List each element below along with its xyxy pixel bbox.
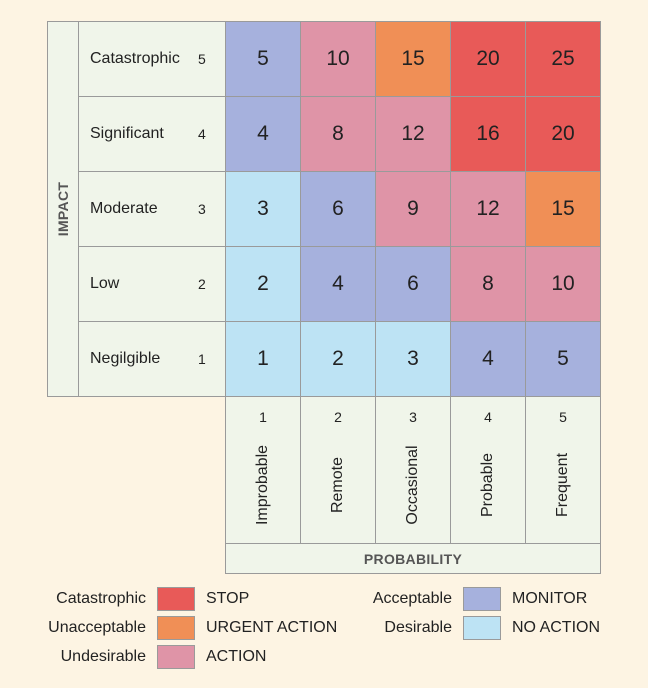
impact-row-label: Significant 4 bbox=[78, 96, 226, 172]
legend-item-catastrophic: Catastrophic STOP bbox=[6, 586, 249, 612]
impact-row-label: Catastrophic 5 bbox=[78, 21, 226, 97]
probability-level-name: Occasional bbox=[404, 445, 421, 525]
risk-cell: 9 bbox=[375, 171, 451, 247]
impact-axis-title-box: IMPACT bbox=[47, 21, 79, 397]
impact-level-name: Moderate bbox=[90, 200, 158, 217]
impact-axis-title: IMPACT bbox=[55, 181, 71, 237]
risk-cell: 6 bbox=[300, 171, 376, 247]
legend-swatch bbox=[463, 587, 501, 611]
risk-cell: 4 bbox=[225, 96, 301, 172]
legend-swatch bbox=[157, 616, 195, 640]
probability-level-value: 4 bbox=[484, 409, 492, 425]
legend-action: ACTION bbox=[206, 648, 267, 665]
legend-swatch bbox=[463, 616, 501, 640]
probability-level-name: Improbable bbox=[254, 444, 271, 526]
probability-column-header: 2 Remote bbox=[300, 396, 376, 544]
legend-action: URGENT ACTION bbox=[206, 619, 338, 636]
risk-cell: 3 bbox=[225, 171, 301, 247]
probability-level-value: 1 bbox=[259, 409, 267, 425]
legend-label: Acceptable bbox=[372, 590, 452, 607]
impact-level-value: 2 bbox=[198, 276, 206, 292]
risk-cell: 20 bbox=[450, 21, 526, 97]
risk-cell: 20 bbox=[525, 96, 601, 172]
risk-cell: 16 bbox=[450, 96, 526, 172]
impact-level-name: Catastrophic bbox=[90, 50, 180, 67]
impact-level-value: 4 bbox=[198, 126, 206, 142]
legend-action: MONITOR bbox=[512, 590, 588, 607]
risk-cell: 8 bbox=[300, 96, 376, 172]
probability-column-header: 5 Frequent bbox=[525, 396, 601, 544]
risk-cell: 10 bbox=[525, 246, 601, 322]
risk-cell: 12 bbox=[450, 171, 526, 247]
legend-label: Undesirable bbox=[60, 648, 146, 665]
impact-level-name: Low bbox=[90, 275, 120, 292]
probability-level-value: 5 bbox=[559, 409, 567, 425]
impact-level-name: Negilgible bbox=[90, 350, 161, 367]
impact-level-value: 5 bbox=[198, 51, 206, 67]
probability-column-header: 1 Improbable bbox=[225, 396, 301, 544]
legend-item-unacceptable: Unacceptable URGENT ACTION bbox=[6, 615, 337, 641]
probability-column-header: 4 Probable bbox=[450, 396, 526, 544]
probability-column-header: 3 Occasional bbox=[375, 396, 451, 544]
legend-swatch bbox=[157, 587, 195, 611]
probability-level-name: Frequent bbox=[554, 452, 571, 518]
legend-swatch bbox=[157, 645, 195, 669]
risk-cell: 3 bbox=[375, 321, 451, 397]
risk-cell: 5 bbox=[225, 21, 301, 97]
risk-cell: 1 bbox=[225, 321, 301, 397]
impact-level-value: 3 bbox=[198, 201, 206, 217]
probability-level-name: Remote bbox=[329, 456, 346, 514]
impact-row-label: Moderate 3 bbox=[78, 171, 226, 247]
impact-level-value: 1 bbox=[198, 351, 206, 367]
risk-cell: 15 bbox=[525, 171, 601, 247]
probability-level-value: 3 bbox=[409, 409, 417, 425]
probability-level-value: 2 bbox=[334, 409, 342, 425]
legend-label: Desirable bbox=[384, 619, 452, 636]
probability-level-name: Probable bbox=[479, 452, 496, 518]
impact-row-label: Low 2 bbox=[78, 246, 226, 322]
legend-action: STOP bbox=[206, 590, 250, 607]
legend-item-acceptable: Acceptable MONITOR bbox=[312, 586, 587, 612]
legend-label: Unacceptable bbox=[48, 619, 146, 636]
risk-cell: 4 bbox=[300, 246, 376, 322]
legend-label: Catastrophic bbox=[56, 590, 146, 607]
legend-item-desirable: Desirable NO ACTION bbox=[312, 615, 600, 641]
risk-cell: 15 bbox=[375, 21, 451, 97]
impact-row-label: Negilgible 1 bbox=[78, 321, 226, 397]
risk-cell: 2 bbox=[225, 246, 301, 322]
risk-cell: 4 bbox=[450, 321, 526, 397]
risk-cell: 10 bbox=[300, 21, 376, 97]
probability-axis-title: PROBABILITY bbox=[225, 543, 601, 574]
risk-cell: 12 bbox=[375, 96, 451, 172]
risk-cell: 8 bbox=[450, 246, 526, 322]
impact-level-name: Significant bbox=[90, 125, 164, 142]
risk-cell: 6 bbox=[375, 246, 451, 322]
legend-item-undesirable: Undesirable ACTION bbox=[6, 644, 266, 670]
risk-cell: 25 bbox=[525, 21, 601, 97]
legend-action: NO ACTION bbox=[512, 619, 601, 636]
risk-cell: 5 bbox=[525, 321, 601, 397]
risk-cell: 2 bbox=[300, 321, 376, 397]
